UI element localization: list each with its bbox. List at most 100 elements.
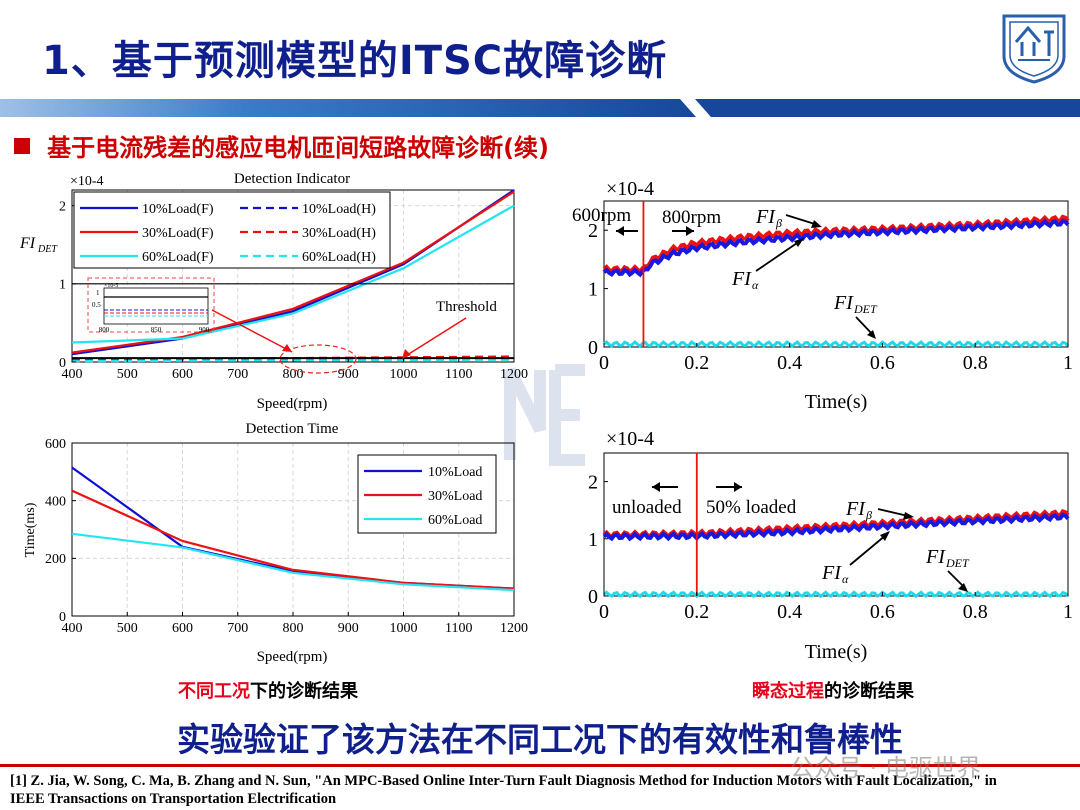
x-tick-label: 1 xyxy=(1063,601,1073,623)
svg-text:DET: DET xyxy=(945,556,970,570)
series-line xyxy=(71,204,515,344)
legend-label: 10%Load xyxy=(428,465,482,480)
chart1-scale-label: ×10-4 xyxy=(70,174,104,189)
y-tick-label: 0 xyxy=(588,337,598,359)
chart4-region-arrows xyxy=(652,482,742,492)
svg-text:DET: DET xyxy=(853,302,878,316)
threshold-label: Threshold xyxy=(436,299,497,315)
x-tick-label: 500 xyxy=(117,621,138,636)
x-tick-label: 1200 xyxy=(500,621,528,636)
y-tick-label: 600 xyxy=(45,437,66,452)
series-line xyxy=(602,218,1070,278)
y-tick-label: 0 xyxy=(588,586,598,608)
x-tick-label: 900 xyxy=(338,367,359,382)
chart4-ticks: 0 0.2 0.4 0.6 0.8 1 0 1 2 xyxy=(588,472,1073,623)
university-seal-icon xyxy=(1002,14,1066,84)
page-title: 1、基于预测模型的ITSC故障诊断 xyxy=(42,38,668,84)
transient-speed-chart: ×10-4 0 0.2 0.4 0.6 0.8 1 0 1 2 Time(s) 600rpm 8… xyxy=(572,178,1073,413)
svg-text:FI: FI xyxy=(833,292,854,314)
zoom-arrowhead xyxy=(282,344,292,352)
chart3-series xyxy=(602,201,1070,349)
x-tick-label: 1100 xyxy=(445,621,472,636)
chart2-ylabel: Time(ms) xyxy=(23,502,38,557)
transient-load-chart: ×10-4 0 0.2 0.4 0.6 0.8 1 0 1 2 Time(s) unloaded… xyxy=(588,428,1073,663)
inset-ytick: 1 xyxy=(96,289,100,297)
caption-right: 瞬态过程的诊断结果 xyxy=(752,677,914,703)
series-line xyxy=(71,190,515,354)
x-tick-label: 0.8 xyxy=(963,352,988,374)
caption-left-red: 不同工况 xyxy=(178,681,250,702)
chart1-ticks: 400 500 600 700 800 900 1000 1100 1200 0 1 2 xyxy=(59,200,528,382)
legend-label: 10%Load(F) xyxy=(142,202,214,217)
x-tick-label: 1000 xyxy=(390,621,418,636)
watermark: 公众号 · 电驱世界 xyxy=(790,754,981,782)
svg-text:β: β xyxy=(865,508,872,522)
inset-scale-label: ×10-5 xyxy=(104,283,118,289)
conclusion: 实验验证了该方法在不同工况下的有效性和鲁棒性 xyxy=(177,720,903,759)
legend-label: 30%Load xyxy=(428,489,482,504)
chart2-legend: 10%Load 30%Load 60%Load xyxy=(357,454,497,534)
x-tick-label: 900 xyxy=(338,621,359,636)
x-tick-label: 0 xyxy=(599,352,609,374)
y-tick-label: 200 xyxy=(45,552,66,567)
svg-text:FI: FI xyxy=(925,546,946,568)
detection-time-chart: Detection Time Time(ms) 400 500 600 700 800 9… xyxy=(23,421,528,665)
caption-left-black: 下的诊断结果 xyxy=(250,681,358,702)
detection-indicator-chart: Detection Indicator ×10-4 FI DET 400 500 6… xyxy=(19,171,528,412)
svg-text:DET: DET xyxy=(37,244,58,255)
x-tick-label: 400 xyxy=(62,621,83,636)
x-tick-label: 600 xyxy=(172,621,193,636)
svg-text:FI: FI xyxy=(845,498,866,520)
zoom-arrow xyxy=(211,309,293,353)
legend-label: 30%Load(F) xyxy=(142,226,214,241)
series-line xyxy=(71,532,515,592)
bullet-square-icon xyxy=(14,137,30,154)
chart1-ylabel: FI DET xyxy=(19,235,58,255)
x-tick-label: 0.4 xyxy=(777,352,802,374)
chart1-xlabel: Speed(rpm) xyxy=(257,396,328,412)
svg-text:FI: FI xyxy=(19,235,36,252)
legend-label: 30%Load(H) xyxy=(302,226,376,241)
x-tick-label: 400 xyxy=(62,367,83,382)
legend-label: 10%Load(H) xyxy=(302,202,376,217)
x-tick-label: 0.4 xyxy=(777,601,802,623)
legend-label: 60%Load(H) xyxy=(302,250,376,265)
x-tick-label: 1100 xyxy=(445,367,472,382)
series-line xyxy=(603,590,1070,599)
series-line xyxy=(602,512,1070,542)
svg-text:α: α xyxy=(842,572,849,586)
chart3-label-alpha: FI α xyxy=(731,238,804,292)
x-tick-label: 500 xyxy=(117,367,138,382)
chart2-xlabel: Speed(rpm) xyxy=(257,649,328,665)
x-tick-label: 1200 xyxy=(500,367,528,382)
inset-xtick: 800 xyxy=(99,326,110,334)
y-tick-label: 1 xyxy=(588,529,598,551)
inset-ytick: 0.5 xyxy=(92,301,101,309)
x-tick-label: 800 xyxy=(283,367,304,382)
chart4-region-right: 50% loaded xyxy=(706,497,797,518)
x-tick-label: 800 xyxy=(283,621,304,636)
watermark-logo-icon xyxy=(504,364,585,466)
chart4-series xyxy=(602,453,1070,599)
chart4-scale-label: ×10-4 xyxy=(606,428,654,450)
series-line xyxy=(603,339,1070,349)
svg-text:β: β xyxy=(775,216,782,230)
chart1-legend: 10%Load(F) 10%Load(H) 30%Load(F) 30%Load(H)… xyxy=(73,191,391,269)
legend-label: 60%Load(F) xyxy=(142,250,214,265)
chart4-label-det: FI DET xyxy=(925,546,970,592)
y-tick-label: 0 xyxy=(59,356,66,371)
caption-left: 不同工况下的诊断结果 xyxy=(178,677,358,703)
x-tick-label: 700 xyxy=(227,367,248,382)
x-tick-label: 0.6 xyxy=(870,601,895,623)
chart4-label-beta: FI β xyxy=(845,498,914,522)
threshold-arrowhead xyxy=(402,349,411,359)
chart4-axes-box xyxy=(603,452,1069,597)
svg-text:α: α xyxy=(752,278,759,292)
inset-xtick: 900 xyxy=(199,326,210,334)
y-tick-label: 2 xyxy=(588,472,598,494)
chart2-ticks: 400 500 600 700 800 900 1000 1100 1200 0 200 400 600 xyxy=(45,437,528,636)
inset-xtick: 850 xyxy=(151,326,162,334)
x-tick-label: 0.6 xyxy=(870,352,895,374)
x-tick-label: 0.8 xyxy=(963,601,988,623)
caption-right-red: 瞬态过程 xyxy=(752,681,824,702)
